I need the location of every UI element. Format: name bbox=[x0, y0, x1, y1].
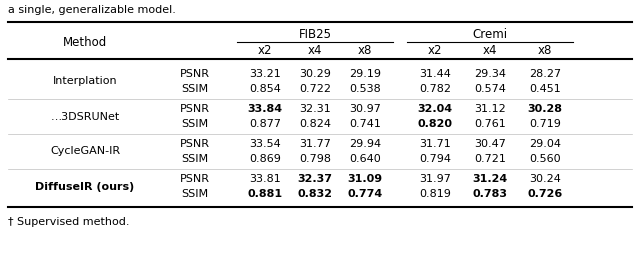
Text: x8: x8 bbox=[358, 45, 372, 57]
Text: SSIM: SSIM bbox=[181, 189, 209, 199]
Text: PSNR: PSNR bbox=[180, 69, 210, 79]
Text: 32.31: 32.31 bbox=[299, 104, 331, 114]
Text: 0.854: 0.854 bbox=[249, 84, 281, 94]
Text: PSNR: PSNR bbox=[180, 174, 210, 184]
Text: a single, generalizable model.: a single, generalizable model. bbox=[8, 5, 176, 15]
Text: 31.24: 31.24 bbox=[472, 174, 508, 184]
Text: x8: x8 bbox=[538, 45, 552, 57]
Text: 0.794: 0.794 bbox=[419, 154, 451, 164]
Text: † Supervised method.: † Supervised method. bbox=[8, 217, 129, 227]
Text: 0.560: 0.560 bbox=[529, 154, 561, 164]
Text: 31.44: 31.44 bbox=[419, 69, 451, 79]
Text: x4: x4 bbox=[308, 45, 323, 57]
Text: 0.869: 0.869 bbox=[249, 154, 281, 164]
Text: 0.719: 0.719 bbox=[529, 119, 561, 129]
Text: 28.27: 28.27 bbox=[529, 69, 561, 79]
Text: 31.71: 31.71 bbox=[419, 139, 451, 149]
Text: 30.28: 30.28 bbox=[527, 104, 563, 114]
Text: SSIM: SSIM bbox=[181, 119, 209, 129]
Text: 31.77: 31.77 bbox=[299, 139, 331, 149]
Text: Method: Method bbox=[63, 36, 107, 49]
Text: 30.97: 30.97 bbox=[349, 104, 381, 114]
Text: CycleGAN-IR: CycleGAN-IR bbox=[50, 147, 120, 156]
Text: 0.824: 0.824 bbox=[299, 119, 331, 129]
Text: x2: x2 bbox=[258, 45, 272, 57]
Text: 0.877: 0.877 bbox=[249, 119, 281, 129]
Text: 33.21: 33.21 bbox=[249, 69, 281, 79]
Text: 0.640: 0.640 bbox=[349, 154, 381, 164]
Text: PSNR: PSNR bbox=[180, 104, 210, 114]
Text: 30.29: 30.29 bbox=[299, 69, 331, 79]
Text: x2: x2 bbox=[428, 45, 442, 57]
Text: 0.819: 0.819 bbox=[419, 189, 451, 199]
Text: 32.04: 32.04 bbox=[417, 104, 452, 114]
Text: 0.574: 0.574 bbox=[474, 84, 506, 94]
Text: 31.12: 31.12 bbox=[474, 104, 506, 114]
Text: 29.94: 29.94 bbox=[349, 139, 381, 149]
Text: …3DSRUNet: …3DSRUNet bbox=[51, 112, 120, 122]
Text: 31.09: 31.09 bbox=[348, 174, 383, 184]
Text: 0.538: 0.538 bbox=[349, 84, 381, 94]
Text: 0.451: 0.451 bbox=[529, 84, 561, 94]
Text: 33.84: 33.84 bbox=[248, 104, 283, 114]
Text: 0.832: 0.832 bbox=[298, 189, 333, 199]
Text: 0.782: 0.782 bbox=[419, 84, 451, 94]
Text: FIB25: FIB25 bbox=[298, 27, 332, 41]
Text: SSIM: SSIM bbox=[181, 154, 209, 164]
Text: 0.820: 0.820 bbox=[417, 119, 452, 129]
Text: 0.881: 0.881 bbox=[248, 189, 283, 199]
Text: DiffuseIR (ours): DiffuseIR (ours) bbox=[35, 181, 134, 191]
Text: 0.761: 0.761 bbox=[474, 119, 506, 129]
Text: x4: x4 bbox=[483, 45, 497, 57]
Text: 32.37: 32.37 bbox=[298, 174, 333, 184]
Text: Interplation: Interplation bbox=[52, 76, 117, 86]
Text: 29.04: 29.04 bbox=[529, 139, 561, 149]
Text: 30.24: 30.24 bbox=[529, 174, 561, 184]
Text: 31.97: 31.97 bbox=[419, 174, 451, 184]
Text: Cremi: Cremi bbox=[472, 27, 508, 41]
Text: 29.19: 29.19 bbox=[349, 69, 381, 79]
Text: 0.774: 0.774 bbox=[348, 189, 383, 199]
Text: 29.34: 29.34 bbox=[474, 69, 506, 79]
Text: 0.722: 0.722 bbox=[299, 84, 331, 94]
Text: 0.741: 0.741 bbox=[349, 119, 381, 129]
Text: 33.54: 33.54 bbox=[249, 139, 281, 149]
Text: 30.47: 30.47 bbox=[474, 139, 506, 149]
Text: 0.798: 0.798 bbox=[299, 154, 331, 164]
Text: PSNR: PSNR bbox=[180, 139, 210, 149]
Text: SSIM: SSIM bbox=[181, 84, 209, 94]
Text: 0.783: 0.783 bbox=[472, 189, 508, 199]
Text: 0.721: 0.721 bbox=[474, 154, 506, 164]
Text: 0.726: 0.726 bbox=[527, 189, 563, 199]
Text: 33.81: 33.81 bbox=[249, 174, 281, 184]
